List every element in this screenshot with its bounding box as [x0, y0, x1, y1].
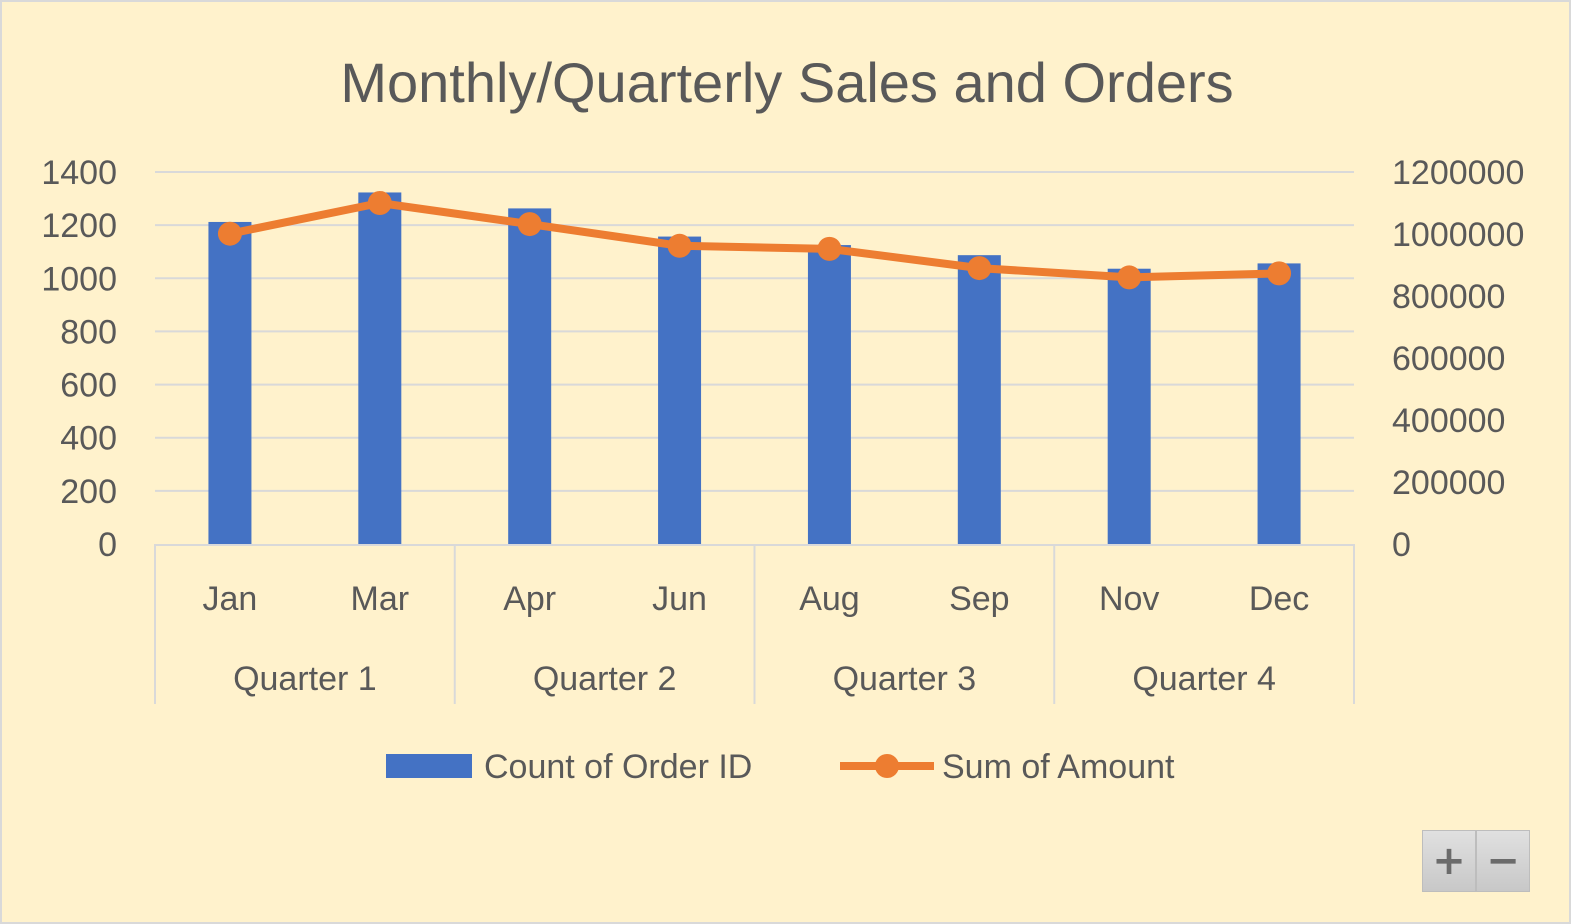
- line-point-sep: [967, 256, 992, 281]
- category-axis: Jan Mar Apr Jun Aug Sep Nov Dec Quarter 1 Quarter…: [154, 544, 1355, 704]
- category-label: Sep: [949, 580, 1010, 618]
- y-right-tick-label: 0: [1392, 526, 1411, 564]
- sum-of-amount-line: [229, 199, 1280, 282]
- group-label: Quarter 3: [833, 660, 977, 698]
- category-label: Dec: [1249, 580, 1309, 618]
- y-left-tick-label: 600: [60, 367, 117, 405]
- y-right-tick-label: 1000000: [1392, 216, 1524, 254]
- group-label: Quarter 1: [233, 660, 377, 698]
- legend-label-line: Sum of Amount: [942, 748, 1175, 786]
- y-left-tick-label: 0: [98, 526, 117, 564]
- line-point-dec: [1267, 261, 1292, 286]
- category-label: Mar: [351, 580, 410, 618]
- zoom-out-button[interactable]: −: [1476, 830, 1530, 892]
- y-left-tick-label: 200: [60, 473, 117, 511]
- legend: Count of Order ID Sum of Amount: [386, 748, 1175, 786]
- group-label: Quarter 4: [1132, 660, 1276, 698]
- y-left-tick-label: 1200: [41, 207, 117, 245]
- bar-dec: [1257, 263, 1301, 544]
- bar-aug: [807, 245, 851, 545]
- y-right-tick-label: 600000: [1392, 340, 1505, 378]
- line-point-aug: [817, 236, 842, 261]
- line-point-jan: [217, 221, 242, 246]
- legend-label-bar: Count of Order ID: [484, 748, 752, 786]
- category-label: Jun: [652, 580, 707, 618]
- bar-sep: [957, 255, 1001, 544]
- line-point-mar: [367, 191, 392, 215]
- y-left-tick-label: 1400: [41, 154, 117, 192]
- y-axis-left: 0 200 400 600 800 1000 1200 1400: [41, 154, 117, 564]
- line-point-apr: [517, 212, 542, 237]
- y-right-tick-label: 800000: [1392, 278, 1505, 316]
- legend-swatch-bar: [386, 754, 472, 778]
- line-series: [217, 191, 1292, 290]
- bar-series: [208, 192, 1301, 545]
- chart-title: Monthly/Quarterly Sales and Orders: [340, 51, 1233, 114]
- bar-jan: [208, 221, 252, 544]
- bar-nov: [1107, 268, 1151, 544]
- y-right-tick-label: 1200000: [1392, 154, 1524, 192]
- y-left-tick-label: 1000: [41, 260, 117, 298]
- line-point-jun: [667, 233, 692, 258]
- category-label: Nov: [1099, 580, 1159, 618]
- bar-apr: [508, 208, 552, 544]
- category-label: Jan: [203, 580, 258, 618]
- group-label: Quarter 2: [533, 660, 677, 698]
- y-right-tick-label: 400000: [1392, 402, 1505, 440]
- category-label: Apr: [503, 580, 556, 618]
- bar-jun: [658, 236, 702, 544]
- bar-mar: [358, 192, 402, 544]
- category-label: Aug: [799, 580, 860, 618]
- legend-swatch-marker: [875, 754, 899, 778]
- gridlines: [155, 171, 1354, 492]
- y-axis-right: 0 200000 400000 600000 800000 1000000 1200000: [1392, 154, 1524, 564]
- zoom-in-button[interactable]: +: [1422, 830, 1476, 892]
- y-right-tick-label: 200000: [1392, 464, 1505, 502]
- y-left-tick-label: 400: [60, 420, 117, 458]
- line-point-nov: [1117, 265, 1142, 290]
- y-left-tick-label: 800: [60, 313, 117, 351]
